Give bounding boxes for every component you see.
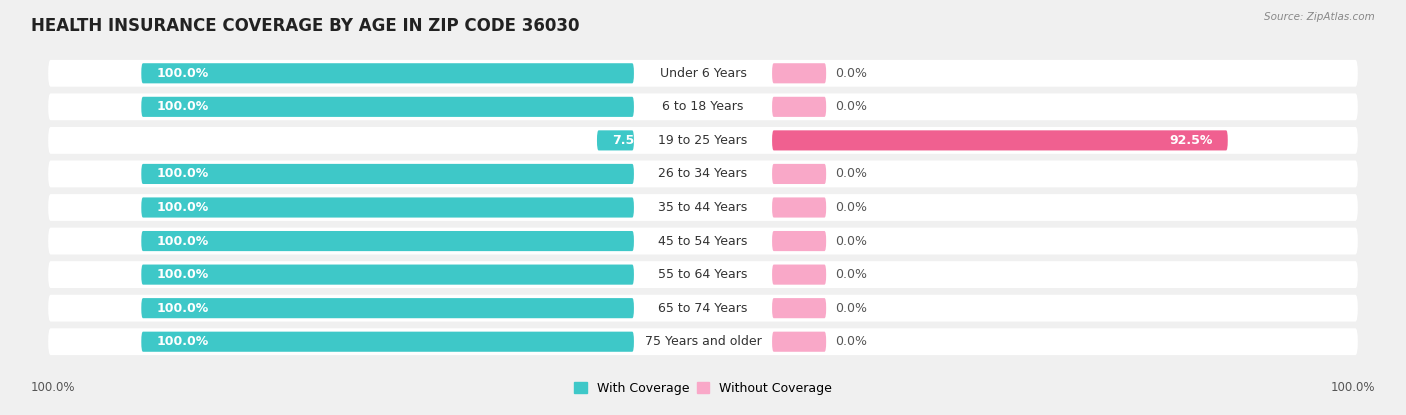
- Text: 7.5%: 7.5%: [612, 134, 647, 147]
- FancyBboxPatch shape: [48, 228, 1358, 254]
- FancyBboxPatch shape: [772, 130, 1227, 151]
- FancyBboxPatch shape: [48, 127, 1358, 154]
- Text: 0.0%: 0.0%: [835, 201, 868, 214]
- Text: 0.0%: 0.0%: [835, 167, 868, 181]
- Text: Source: ZipAtlas.com: Source: ZipAtlas.com: [1264, 12, 1375, 22]
- Text: 100.0%: 100.0%: [156, 67, 208, 80]
- Text: 65 to 74 Years: 65 to 74 Years: [658, 302, 748, 315]
- Text: 100.0%: 100.0%: [156, 201, 208, 214]
- Text: 92.5%: 92.5%: [1170, 134, 1213, 147]
- Text: 100.0%: 100.0%: [156, 167, 208, 181]
- Text: 26 to 34 Years: 26 to 34 Years: [658, 167, 748, 181]
- FancyBboxPatch shape: [141, 63, 634, 83]
- FancyBboxPatch shape: [141, 298, 634, 318]
- Text: 0.0%: 0.0%: [835, 67, 868, 80]
- Text: 55 to 64 Years: 55 to 64 Years: [658, 268, 748, 281]
- Text: 100.0%: 100.0%: [31, 381, 76, 394]
- FancyBboxPatch shape: [772, 164, 827, 184]
- FancyBboxPatch shape: [772, 332, 827, 352]
- FancyBboxPatch shape: [772, 231, 827, 251]
- Text: 6 to 18 Years: 6 to 18 Years: [662, 100, 744, 113]
- FancyBboxPatch shape: [141, 231, 634, 251]
- Text: 0.0%: 0.0%: [835, 335, 868, 348]
- FancyBboxPatch shape: [772, 298, 827, 318]
- FancyBboxPatch shape: [48, 295, 1358, 322]
- Text: 0.0%: 0.0%: [835, 268, 868, 281]
- FancyBboxPatch shape: [141, 198, 634, 217]
- FancyBboxPatch shape: [772, 97, 827, 117]
- FancyBboxPatch shape: [48, 60, 1358, 87]
- Text: HEALTH INSURANCE COVERAGE BY AGE IN ZIP CODE 36030: HEALTH INSURANCE COVERAGE BY AGE IN ZIP …: [31, 17, 579, 34]
- Text: 100.0%: 100.0%: [156, 335, 208, 348]
- FancyBboxPatch shape: [598, 130, 634, 151]
- Legend: With Coverage, Without Coverage: With Coverage, Without Coverage: [569, 377, 837, 400]
- FancyBboxPatch shape: [141, 332, 634, 352]
- Text: 0.0%: 0.0%: [835, 100, 868, 113]
- Text: 100.0%: 100.0%: [1330, 381, 1375, 394]
- FancyBboxPatch shape: [772, 63, 827, 83]
- FancyBboxPatch shape: [141, 264, 634, 285]
- Text: 100.0%: 100.0%: [156, 234, 208, 248]
- Text: 0.0%: 0.0%: [835, 302, 868, 315]
- Text: 0.0%: 0.0%: [835, 234, 868, 248]
- FancyBboxPatch shape: [48, 93, 1358, 120]
- FancyBboxPatch shape: [141, 164, 634, 184]
- Text: 35 to 44 Years: 35 to 44 Years: [658, 201, 748, 214]
- Text: 100.0%: 100.0%: [156, 302, 208, 315]
- Text: 100.0%: 100.0%: [156, 268, 208, 281]
- FancyBboxPatch shape: [141, 97, 634, 117]
- FancyBboxPatch shape: [48, 261, 1358, 288]
- FancyBboxPatch shape: [772, 264, 827, 285]
- FancyBboxPatch shape: [48, 328, 1358, 355]
- FancyBboxPatch shape: [772, 198, 827, 217]
- Text: 100.0%: 100.0%: [156, 100, 208, 113]
- Text: 75 Years and older: 75 Years and older: [644, 335, 762, 348]
- FancyBboxPatch shape: [48, 194, 1358, 221]
- Text: 45 to 54 Years: 45 to 54 Years: [658, 234, 748, 248]
- Text: 19 to 25 Years: 19 to 25 Years: [658, 134, 748, 147]
- Text: Under 6 Years: Under 6 Years: [659, 67, 747, 80]
- FancyBboxPatch shape: [48, 161, 1358, 187]
